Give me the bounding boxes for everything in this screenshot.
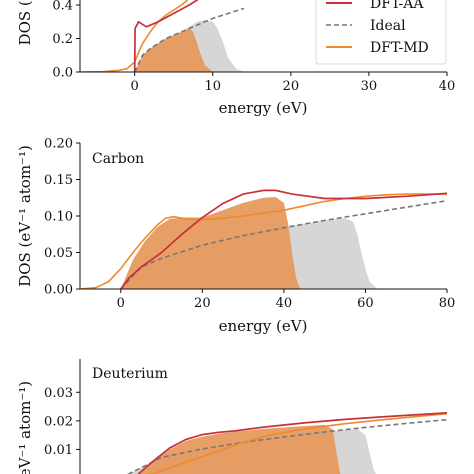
panel-3-ideal-line — [126, 418, 447, 474]
legend-dft-md-label: DFT-MD — [370, 40, 429, 56]
panel-3-ytick-label: 0.02 — [44, 414, 73, 429]
panel-2-y-ticks: 0.00 0.05 0.10 0.15 0.20 — [44, 137, 80, 298]
panel-1-ytick-label: 0.0 — [52, 66, 73, 81]
panel-2-xlabel: energy (eV) — [219, 317, 308, 335]
panel-1-x-ticks: 0 10 20 30 40 — [131, 72, 456, 94]
panel-3-dft-aa-line — [137, 412, 447, 474]
panel-2-xtick-label: 80 — [439, 296, 456, 311]
panel-2: 0 20 40 60 80 0.00 0.05 0.10 0.15 0.20 Carbon en… — [16, 137, 455, 336]
panel-2-ideal-line — [120, 199, 447, 289]
panel-2-ytick-label: 0.20 — [44, 137, 73, 152]
panel-1-xtick-label: 10 — [204, 79, 221, 94]
legend-dft-aa-label: DFT-AA — [370, 0, 424, 12]
panel-3-dft-md-line — [143, 412, 447, 474]
panel-3-annotation: Deuterium — [92, 366, 168, 382]
panel-3-y-ticks: 0.01 0.02 0.03 — [44, 386, 80, 458]
panel-2-ytick-label: 0.00 — [44, 283, 73, 298]
panel-2-ylabel: DOS (eV⁻¹ atom⁻¹) — [16, 145, 34, 287]
legend: DFT-AA Ideal DFT-MD — [315, 0, 447, 65]
panel-1-y-ticks: 0.0 0.2 0.4 — [52, 0, 80, 81]
panel-3-plot-area — [126, 412, 447, 474]
panel-2-ytick-label: 0.10 — [44, 210, 73, 225]
panel-3: 0.01 0.02 0.03 Deuterium (eV⁻¹ atom⁻¹) — [16, 359, 447, 474]
panel-1-occupied-area — [134, 28, 213, 72]
panel-1-xtick-label: 40 — [439, 79, 456, 94]
panel-2-xtick-label: 20 — [194, 296, 211, 311]
panel-1-plot-area — [80, 0, 245, 72]
panel-1-xtick-label: 20 — [283, 79, 300, 94]
panel-1-ytick-label: 0.4 — [52, 0, 73, 14]
panel-2-xtick-label: 40 — [276, 296, 293, 311]
panel-2-occupied-area — [120, 197, 301, 289]
panel-1-ylabel: DOS (eV⁻¹ — [16, 0, 34, 45]
panel-1-dft-md-line — [80, 0, 189, 72]
panel-1-xtick-label: 0 — [131, 79, 139, 94]
panel-1-xlabel: energy (eV) — [219, 99, 308, 117]
panel-2-xtick-label: 60 — [357, 296, 374, 311]
panel-2-plot-area — [80, 189, 447, 289]
panel-1-ideal-line — [133, 7, 245, 72]
panel-2-dft-aa-line — [120, 189, 447, 289]
panel-2-dft-md-line — [80, 193, 447, 289]
panel-1: 0 10 20 30 40 0.0 0.2 0.4 energy (eV) DOS (eV⁻… — [16, 0, 455, 117]
panel-2-ytick-label: 0.05 — [44, 246, 73, 261]
panel-3-ylabel: (eV⁻¹ atom⁻¹) — [16, 381, 34, 474]
panel-3-ytick-label: 0.03 — [44, 386, 73, 401]
panel-3-ytick-label: 0.01 — [44, 443, 73, 458]
panel-2-annotation: Carbon — [92, 151, 144, 167]
legend-ideal-label: Ideal — [370, 18, 406, 34]
panel-1-dft-aa-line — [133, 0, 199, 72]
panel-2-xtick-label: 0 — [117, 296, 125, 311]
panel-1-ytick-label: 0.2 — [52, 32, 73, 47]
panel-2-ytick-label: 0.15 — [44, 173, 73, 188]
panel-1-xtick-label: 30 — [361, 79, 378, 94]
panel-2-x-ticks: 0 20 40 60 80 — [117, 289, 456, 311]
